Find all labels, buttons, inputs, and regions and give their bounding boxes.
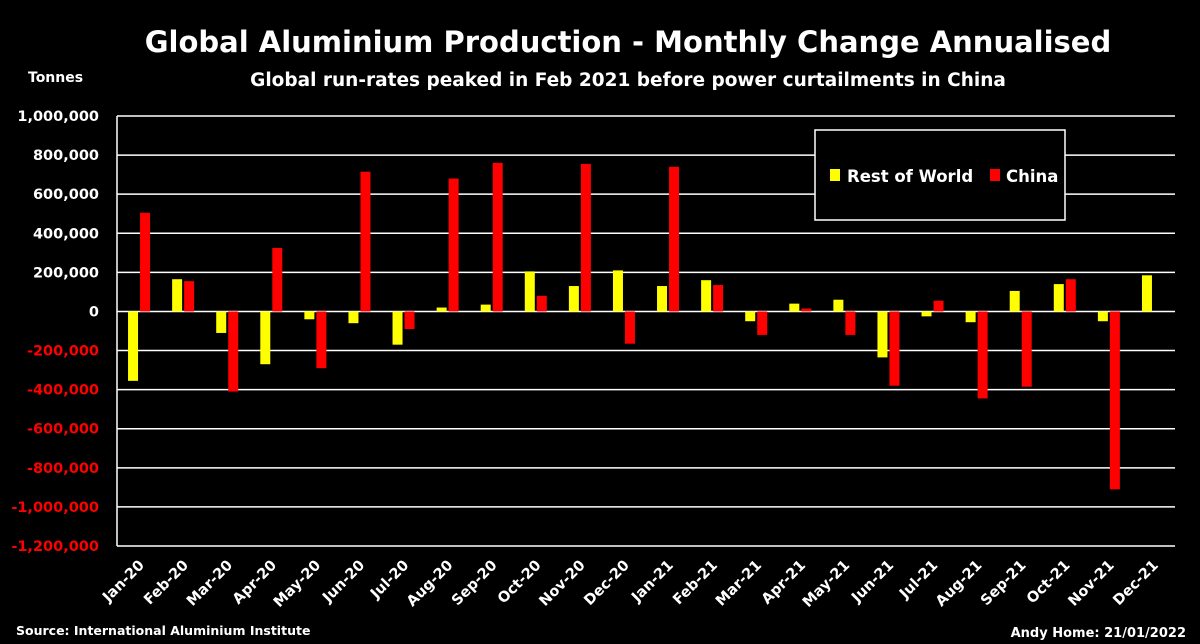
y-tick-label: 400,000: [33, 226, 99, 242]
x-tick-label: Jan-21: [628, 558, 677, 607]
bar-china-nov-20: [580, 163, 591, 312]
bar-china-jan-20: [140, 212, 151, 312]
bar-china-mar-20: [228, 311, 239, 392]
x-tick-label: Mar-21: [713, 558, 765, 610]
bar-rest-of-world-nov-20: [568, 286, 579, 312]
bar-china-feb-21: [713, 285, 724, 312]
bar-rest-of-world-aug-21: [965, 311, 976, 323]
y-axis-label: Tonnes: [28, 70, 83, 86]
bar-rest-of-world-dec-20: [612, 270, 623, 312]
bar-rest-of-world-dec-21: [1141, 275, 1152, 312]
x-tick-label: May-21: [800, 558, 853, 611]
chart-subtitle: Global run-rates peaked in Feb 2021 befo…: [250, 70, 1006, 91]
bar-rest-of-world-mar-20: [216, 311, 227, 333]
bar-china-aug-21: [977, 311, 988, 399]
chart-title: Global Aluminium Production - Monthly Ch…: [145, 25, 1112, 59]
bar-china-jun-20: [360, 171, 371, 312]
bar-rest-of-world-mar-21: [745, 311, 756, 322]
bar-rest-of-world-apr-21: [789, 303, 800, 312]
y-tick-labels: 1,000,000 800,000 600,000 400,000 200,000 0 -2…: [11, 109, 99, 555]
bar-rest-of-world-jun-20: [348, 311, 359, 324]
x-tick-label: Feb-20: [141, 558, 192, 609]
legend-label-rest-of-world: Rest of World: [847, 167, 973, 186]
x-tick-label: Sep-20: [449, 558, 501, 610]
bar-china-nov-21: [1109, 311, 1120, 490]
bar-rest-of-world-jul-20: [392, 311, 403, 345]
bar-rest-of-world-nov-21: [1097, 311, 1108, 322]
x-tick-label: Jun-20: [319, 558, 368, 607]
y-tick-label: -1,000,000: [11, 500, 99, 516]
y-tick-label: -200,000: [27, 344, 99, 360]
bars: [128, 162, 1152, 490]
x-tick-label: May-20: [271, 558, 324, 611]
x-tick-label: Jun-21: [848, 558, 897, 607]
bar-china-sep-20: [492, 162, 503, 312]
bar-china-apr-21: [801, 308, 812, 312]
legend-box: [814, 129, 1066, 221]
x-tick-label: Dec-20: [581, 558, 632, 609]
bar-china-oct-20: [536, 295, 547, 312]
bar-rest-of-world-jul-21: [921, 311, 932, 317]
legend-label-china: China: [1006, 167, 1058, 186]
x-tick-label: Nov-21: [1066, 558, 1118, 610]
x-tick-label: Mar-20: [184, 558, 236, 610]
x-tick-label: Aug-21: [933, 558, 985, 610]
legend-swatch-rest-of-world: [830, 169, 840, 181]
bar-china-jan-21: [669, 166, 680, 312]
source-note: Source: International Aluminium Institut…: [16, 623, 310, 638]
bar-china-oct-21: [1065, 279, 1076, 312]
bar-china-jun-21: [889, 311, 900, 386]
legend-swatch-china: [990, 169, 1000, 181]
y-tick-label: -600,000: [27, 422, 99, 438]
bar-rest-of-world-jan-20: [128, 311, 139, 381]
bar-rest-of-world-jun-21: [877, 311, 888, 358]
y-tick-label: 200,000: [33, 265, 99, 281]
bar-rest-of-world-oct-20: [524, 271, 535, 312]
bar-rest-of-world-aug-20: [436, 307, 447, 312]
bar-china-jul-21: [933, 300, 944, 312]
bar-rest-of-world-jan-21: [657, 286, 668, 312]
y-tick-label: 800,000: [33, 148, 99, 164]
x-tick-label: Aug-20: [404, 558, 456, 610]
y-tick-label: 0: [89, 304, 99, 320]
y-tick-label: -400,000: [27, 383, 99, 399]
legend: Rest of World China: [814, 129, 1066, 221]
bar-china-may-21: [845, 311, 856, 335]
bar-china-dec-20: [624, 311, 635, 344]
x-tick-label: Nov-20: [537, 558, 589, 610]
bar-rest-of-world-sep-20: [480, 304, 491, 312]
y-tick-label: -1,200,000: [11, 539, 99, 555]
bar-rest-of-world-may-21: [833, 299, 844, 312]
x-tick-label: Feb-21: [670, 558, 721, 609]
bar-rest-of-world-feb-21: [701, 280, 712, 312]
x-tick-label: Jan-20: [99, 558, 148, 607]
bar-china-aug-20: [448, 178, 459, 312]
y-tick-label: -800,000: [27, 461, 99, 477]
bar-rest-of-world-sep-21: [1009, 290, 1020, 312]
bar-rest-of-world-apr-20: [260, 311, 271, 365]
bar-china-apr-20: [272, 247, 283, 312]
bar-rest-of-world-oct-21: [1053, 284, 1064, 312]
bar-china-jul-20: [404, 311, 415, 330]
author-credit: Andy Home: 21/01/2022: [1011, 626, 1186, 641]
bar-china-mar-21: [757, 311, 768, 335]
bar-china-sep-21: [1021, 311, 1032, 387]
y-tick-label: 600,000: [33, 187, 99, 203]
bar-china-may-20: [316, 311, 327, 369]
x-tick-label: Dec-21: [1110, 558, 1161, 609]
bar-rest-of-world-may-20: [304, 311, 315, 320]
gridlines: [116, 115, 1175, 547]
x-tick-label: Sep-21: [978, 558, 1030, 610]
bar-rest-of-world-feb-20: [172, 279, 183, 312]
bar-china-feb-20: [184, 281, 195, 312]
y-tick-label: 1,000,000: [17, 109, 99, 125]
